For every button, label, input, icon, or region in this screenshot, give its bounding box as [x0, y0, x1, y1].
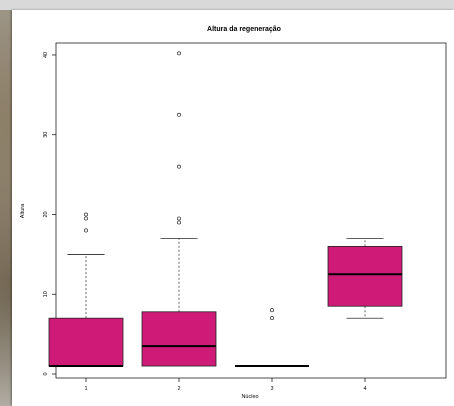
y-tick-label: 10 [43, 291, 49, 297]
x-axis: 1 2 3 4 [84, 378, 367, 392]
outlier-point [177, 112, 181, 117]
box-group [48, 212, 124, 368]
outlier-point [270, 316, 274, 321]
y-axis: 0 10 20 30 40 [43, 52, 56, 376]
box-iqr [141, 311, 217, 367]
outlier-point [177, 51, 181, 56]
x-tick-label: 3 [270, 386, 273, 392]
x-tick-label: 4 [363, 386, 366, 392]
chart-title: Altura da regeneração [207, 26, 281, 33]
x-tick-label: 2 [177, 386, 180, 392]
outlier-point [84, 228, 88, 233]
y-tick-label: 30 [43, 132, 49, 138]
outlier-point [84, 216, 88, 221]
box-iqr [327, 245, 403, 307]
plot-frame [55, 42, 447, 379]
box-group [327, 238, 403, 319]
box-group [235, 308, 309, 368]
boxes-layer [48, 51, 403, 368]
y-axis-label: Altura [20, 203, 26, 218]
box-group [141, 51, 217, 367]
top-window-edge [0, 0, 454, 10]
y-tick-label: 40 [43, 52, 49, 58]
boxplot-chart: Altura da regeneração 0 10 20 30 40 1 2 3 4 Núc… [20, 26, 447, 400]
box-iqr [48, 317, 124, 367]
outlier-point [177, 220, 181, 225]
x-tick-label: 1 [84, 386, 87, 392]
outlier-point [177, 216, 181, 221]
y-tick-label: 20 [43, 211, 49, 217]
y-tick-label: 0 [43, 372, 49, 375]
outlier-point [84, 212, 88, 217]
x-axis-label: Núcleo [241, 394, 258, 400]
outlier-point [177, 164, 181, 169]
outlier-point [270, 308, 274, 313]
plot-window: Altura da regeneração 0 10 20 30 40 1 2 3 4 Núc… [12, 10, 454, 406]
